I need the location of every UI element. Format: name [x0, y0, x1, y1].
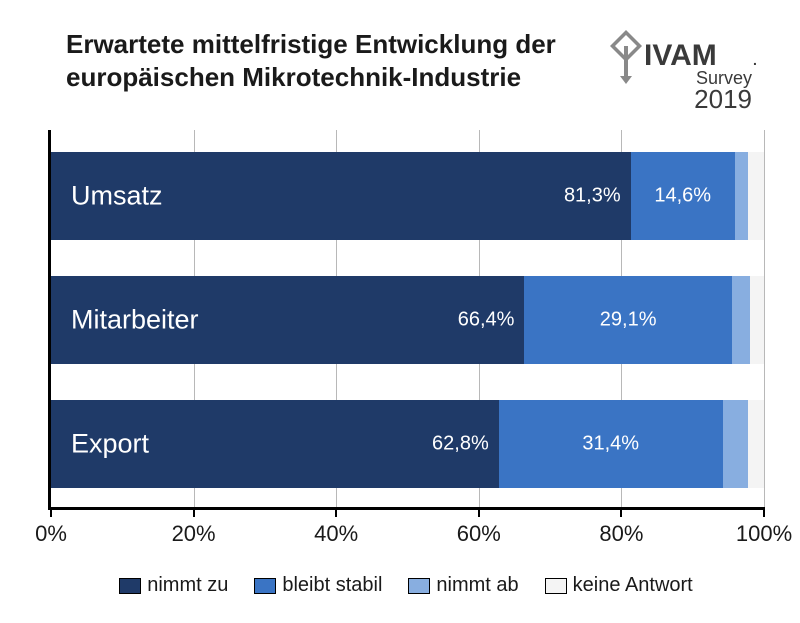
legend-item: nimmt ab — [408, 574, 518, 597]
legend-label: nimmt zu — [147, 574, 228, 597]
bar-segment — [748, 400, 764, 488]
legend-swatch — [408, 578, 430, 594]
bar-segment: 31,4% — [499, 400, 723, 488]
category-label: Export — [71, 429, 149, 460]
legend-label: keine Antwort — [573, 574, 693, 597]
bar-segment — [732, 276, 750, 364]
bar-row: 81,3% 14,6% Umsatz — [51, 152, 764, 240]
bar-row: 62,8% 31,4% Export — [51, 400, 764, 488]
legend-label: nimmt ab — [436, 574, 518, 597]
plot-region: 0%20%40%60%80%100%81,3%14,6%Umsatz66,4%2… — [51, 130, 764, 507]
header: Erwartete mittelfristige Entwicklung der… — [66, 28, 760, 112]
x-tick-label: 0% — [35, 507, 67, 547]
bar-segment — [748, 152, 764, 240]
ivam-logo: IVAM . Survey 2019 — [604, 28, 760, 112]
bar-segment — [750, 276, 764, 364]
bar-segment: 14,6% — [631, 152, 735, 240]
ivam-logo-svg: IVAM . Survey 2019 — [604, 28, 760, 112]
bar-segment — [723, 400, 748, 488]
x-tick-label: 20% — [172, 507, 216, 547]
segment-value-label: 29,1% — [600, 309, 657, 332]
legend-swatch — [254, 578, 276, 594]
x-tick-label: 40% — [314, 507, 358, 547]
title-line-2: europäischen Mikrotechnik-Industrie — [66, 61, 556, 94]
category-label: Mitarbeiter — [71, 305, 199, 336]
legend-item: bleibt stabil — [254, 574, 382, 597]
bar-segment — [735, 152, 748, 240]
x-tick-label: 60% — [457, 507, 501, 547]
legend: nimmt zu bleibt stabil nimmt ab keine Antwo… — [48, 574, 764, 597]
segment-value-label: 66,4% — [458, 309, 515, 332]
segment-value-label: 62,8% — [432, 433, 489, 456]
x-tick-label: 100% — [736, 507, 792, 547]
chart-area: 0%20%40%60%80%100%81,3%14,6%Umsatz66,4%2… — [48, 130, 764, 510]
category-label: Umsatz — [71, 181, 163, 212]
legend-item: keine Antwort — [545, 574, 693, 597]
legend-item: nimmt zu — [119, 574, 228, 597]
segment-value-label: 14,6% — [654, 185, 711, 208]
bar-row: 66,4% 29,1% Mitarbeiter — [51, 276, 764, 364]
logo-text-year: 2019 — [694, 84, 752, 112]
legend-swatch — [545, 578, 567, 594]
gridline — [764, 130, 765, 507]
segment-value-label: 31,4% — [582, 433, 639, 456]
title-line-1: Erwartete mittelfristige Entwicklung der — [66, 28, 556, 61]
bar-segment: 29,1% — [524, 276, 731, 364]
legend-label: bleibt stabil — [282, 574, 382, 597]
segment-value-label: 81,3% — [564, 185, 621, 208]
chart-title: Erwartete mittelfristige Entwicklung der… — [66, 28, 556, 93]
x-tick-label: 80% — [599, 507, 643, 547]
logo-dot: . — [753, 52, 757, 68]
legend-swatch — [119, 578, 141, 594]
